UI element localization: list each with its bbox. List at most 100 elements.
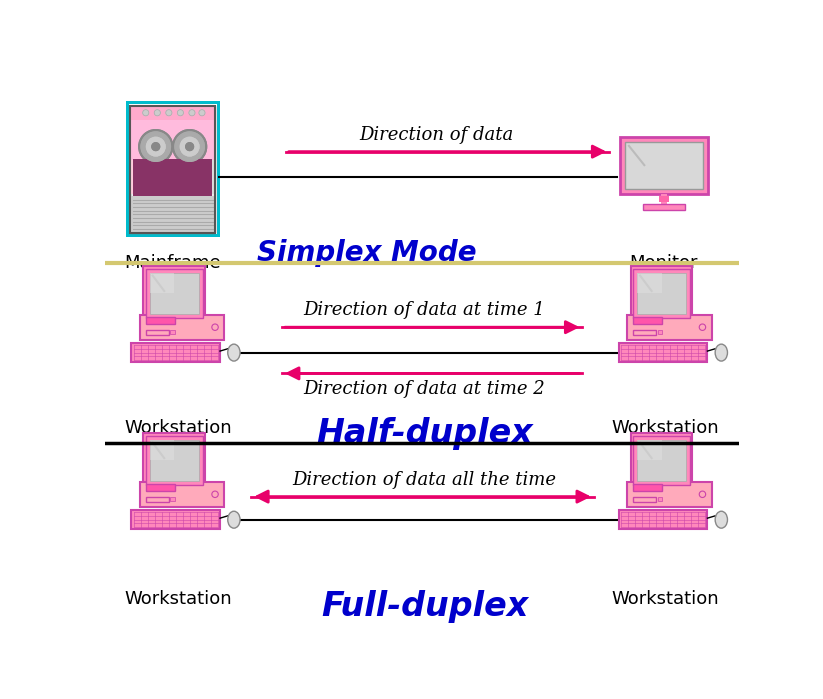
Circle shape [146,138,165,156]
Circle shape [700,325,704,329]
Bar [179,160,185,194]
Bar [148,160,155,194]
Text: Simplex Mode: Simplex Mode [257,239,477,267]
Circle shape [154,110,160,116]
Text: Workstation: Workstation [611,590,719,608]
Circle shape [175,132,204,161]
Bar [130,120,215,160]
Bar [130,106,215,233]
Ellipse shape [715,511,728,528]
Bar [168,487,180,496]
Circle shape [142,110,149,116]
Circle shape [188,110,195,116]
Bar [133,159,212,196]
Circle shape [186,143,193,150]
Bar [137,160,142,194]
Bar [633,317,663,324]
Circle shape [212,324,218,331]
Bar [633,435,690,485]
Bar [140,315,225,340]
Bar [655,487,667,496]
Circle shape [180,138,199,156]
Circle shape [700,492,704,496]
Bar [157,496,191,500]
Bar [130,106,215,233]
Bar [132,343,220,362]
Circle shape [177,110,184,116]
Circle shape [152,143,160,150]
Bar [661,194,667,203]
Text: Direction of data at time 2: Direction of data at time 2 [304,380,546,398]
Bar [203,160,209,194]
Bar [146,317,175,324]
Bar [173,160,179,194]
Text: Mainframe: Mainframe [124,254,221,271]
Bar [146,268,202,318]
Circle shape [141,132,170,161]
Bar [633,329,656,335]
Bar [146,329,169,335]
Bar [655,320,667,329]
Bar [619,510,708,529]
Text: Monitor: Monitor [630,254,698,271]
Bar [140,482,225,507]
Bar [209,160,215,194]
Bar [146,435,202,485]
Bar [142,160,148,194]
Circle shape [165,110,172,116]
Bar [659,196,668,202]
Circle shape [213,325,217,329]
Bar [627,482,712,507]
Circle shape [700,491,705,498]
Bar [637,273,662,294]
Bar [150,273,199,314]
Bar [625,142,703,189]
Bar [146,484,175,491]
Bar [633,496,656,502]
Bar [126,101,220,238]
Text: Half-duplex: Half-duplex [316,417,532,450]
Bar [157,329,191,333]
Bar [631,266,692,320]
Bar [633,268,690,318]
Circle shape [175,132,204,161]
Bar [619,343,708,362]
Text: Full-duplex: Full-duplex [321,590,528,624]
Ellipse shape [228,511,240,528]
Circle shape [212,491,218,498]
Bar [143,266,205,320]
Bar [143,433,205,487]
Circle shape [139,130,173,164]
Bar [644,329,679,333]
Text: Workstation: Workstation [124,419,232,437]
Circle shape [152,143,160,150]
Text: Direction of data: Direction of data [359,126,514,144]
Bar [633,484,663,491]
Bar [150,440,199,481]
Circle shape [199,110,205,116]
Bar [197,160,203,194]
Bar [168,320,180,329]
Circle shape [173,130,207,164]
Bar [644,496,679,500]
Bar [637,273,686,314]
Bar [155,160,160,194]
Ellipse shape [715,344,728,361]
Bar [129,104,216,234]
Bar [637,440,662,461]
Bar [170,331,175,334]
Bar [170,498,175,501]
Circle shape [139,130,173,164]
Circle shape [700,324,705,331]
Circle shape [186,143,193,150]
Ellipse shape [228,344,240,361]
Bar [130,196,215,233]
Bar [637,440,686,481]
Bar [631,433,692,487]
Bar [658,498,663,501]
Bar [146,496,169,502]
Bar [160,160,166,194]
Bar [643,203,685,210]
Bar [620,136,709,194]
Circle shape [146,138,165,156]
